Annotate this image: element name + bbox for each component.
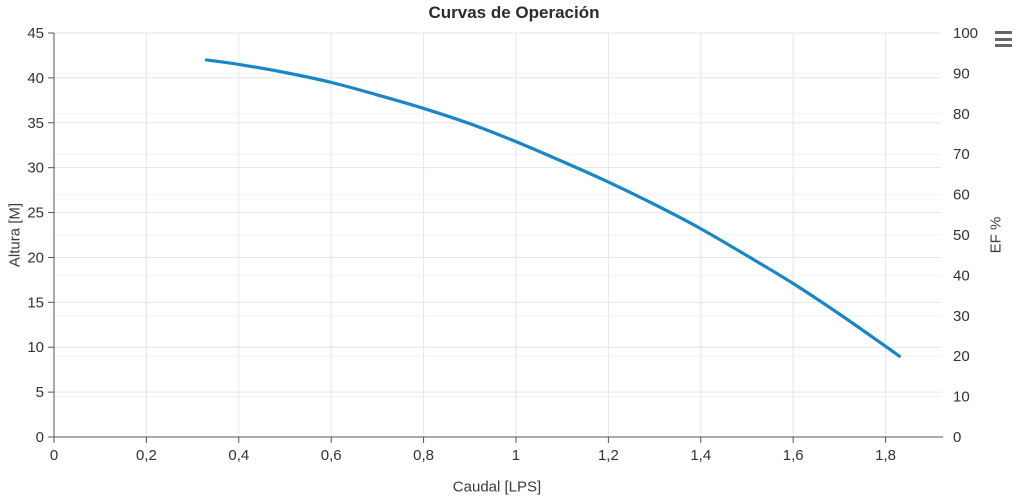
y-left-tick-label: 45 [27,25,44,42]
hamburger-bar [995,44,1012,47]
left-axis-title: Altura [M] [6,202,24,268]
y-right-tick-label: 50 [953,227,970,244]
x-tick-label: 0,2 [136,447,157,464]
y-left-tick-label: 35 [27,115,44,132]
y-left-tick-label: 25 [27,205,44,222]
y-right-tick-label: 20 [953,348,970,365]
y-right-tick-label: 70 [953,146,970,163]
y-right-tick-label: 100 [953,25,978,42]
x-tick-label: 1,4 [690,447,711,464]
y-right-tick-label: 80 [953,106,970,123]
y-left-tick-label: 40 [27,70,44,87]
series-curve-altura[interactable] [204,58,902,358]
right-axis-title: EF % [987,216,1005,254]
y-left-tick-label: 5 [36,384,44,401]
chart-title: Curvas de Operación [428,3,600,22]
y-right-tick-label: 10 [953,389,970,406]
x-tick-label: 0,8 [413,447,434,464]
y-right-tick-label: 0 [953,429,961,446]
x-tick-label: 0 [50,447,58,464]
x-tick-label: 1 [512,447,520,464]
y-right-tick-label: 40 [953,267,970,284]
y-right-tick-label: 90 [953,65,970,82]
y-right-tick-label: 30 [953,308,970,325]
hamburger-bar [995,37,1012,41]
chart-context-menu-button[interactable] [992,29,1016,49]
x-tick-label: 1,8 [875,447,896,464]
y-left-tick-label: 10 [27,339,44,356]
x-tick-label: 0,6 [321,447,342,464]
x-tick-label: 0,4 [228,447,249,464]
hamburger-bar [995,31,1012,34]
y-left-tick-label: 20 [27,249,44,266]
x-tick-label: 1,2 [598,447,619,464]
x-tick-label: 1,6 [783,447,804,464]
y-left-tick-label: 30 [27,160,44,177]
y-left-tick-label: 15 [27,294,44,311]
y-left-tick-label: 0 [36,429,44,446]
y-right-tick-label: 60 [953,187,970,204]
x-axis-title: Caudal [LPS] [452,478,542,496]
